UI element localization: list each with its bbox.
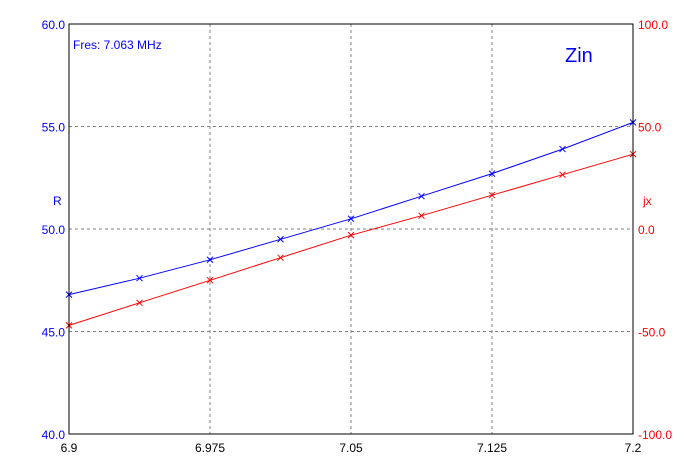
point-marker-stroke	[488, 191, 496, 199]
jx-data-point	[277, 254, 284, 262]
r-data-point	[277, 235, 284, 243]
jx-data-point	[559, 171, 566, 179]
x-tick-label: 7.125	[477, 441, 507, 455]
tick-labels: 6.9 6.975 7.05 7.125 7.2 60.0 100.0 55.0 50.0 50.…	[42, 18, 673, 455]
r-data-point	[347, 215, 355, 223]
point-marker-stroke	[559, 145, 566, 153]
right-y-tick-label: -100.0	[638, 428, 672, 442]
point-marker-stroke	[488, 170, 496, 178]
point-marker-stroke	[418, 192, 425, 200]
r-data-point	[488, 170, 496, 178]
r-data-point	[136, 274, 143, 282]
left-y-tick-label: 55.0	[42, 121, 66, 135]
point-marker-stroke	[206, 276, 214, 284]
right-y-tick-label: 100.0	[638, 18, 668, 32]
plot-frame	[68, 23, 634, 435]
left-y-tick-label: 50.0	[42, 223, 66, 237]
jx-data-point	[347, 231, 355, 239]
point-marker-stroke	[277, 254, 284, 262]
right-y-tick-label: 50.0	[638, 121, 662, 135]
resonance-annotation: Fres: 7.063 MHz	[73, 38, 162, 52]
right-y-tick-label: -50.0	[638, 326, 666, 340]
x-tick-label: 7.05	[339, 441, 363, 455]
x-tick-label: 6.9	[61, 441, 78, 455]
point-marker-stroke	[136, 299, 143, 307]
left-axis-label: R	[53, 194, 62, 208]
jx-data-point	[488, 191, 496, 199]
r-data-point	[206, 256, 214, 264]
point-marker-stroke	[206, 256, 214, 264]
chart-title: Zin	[565, 45, 593, 67]
point-marker-stroke	[347, 231, 355, 239]
point-marker-stroke	[418, 212, 425, 220]
x-tick-label: 7.2	[625, 441, 642, 455]
jx-data-point	[206, 276, 214, 284]
right-y-tick-label: 0.0	[638, 223, 655, 237]
point-marker-stroke	[559, 171, 566, 179]
r-data-point	[418, 192, 425, 200]
left-y-tick-label: 40.0	[42, 428, 66, 442]
series-layer	[65, 119, 637, 329]
right-axis-label: jx	[642, 194, 652, 208]
point-marker-stroke	[347, 215, 355, 223]
left-y-tick-label: 60.0	[42, 18, 66, 32]
point-marker-stroke	[136, 274, 143, 282]
gridlines	[69, 24, 633, 434]
jx-data-point	[418, 212, 425, 220]
left-y-tick-label: 45.0	[42, 326, 66, 340]
jx-data-point	[136, 299, 143, 307]
point-marker-stroke	[277, 235, 284, 243]
x-tick-label: 6.975	[195, 441, 225, 455]
r-data-point	[559, 145, 566, 153]
